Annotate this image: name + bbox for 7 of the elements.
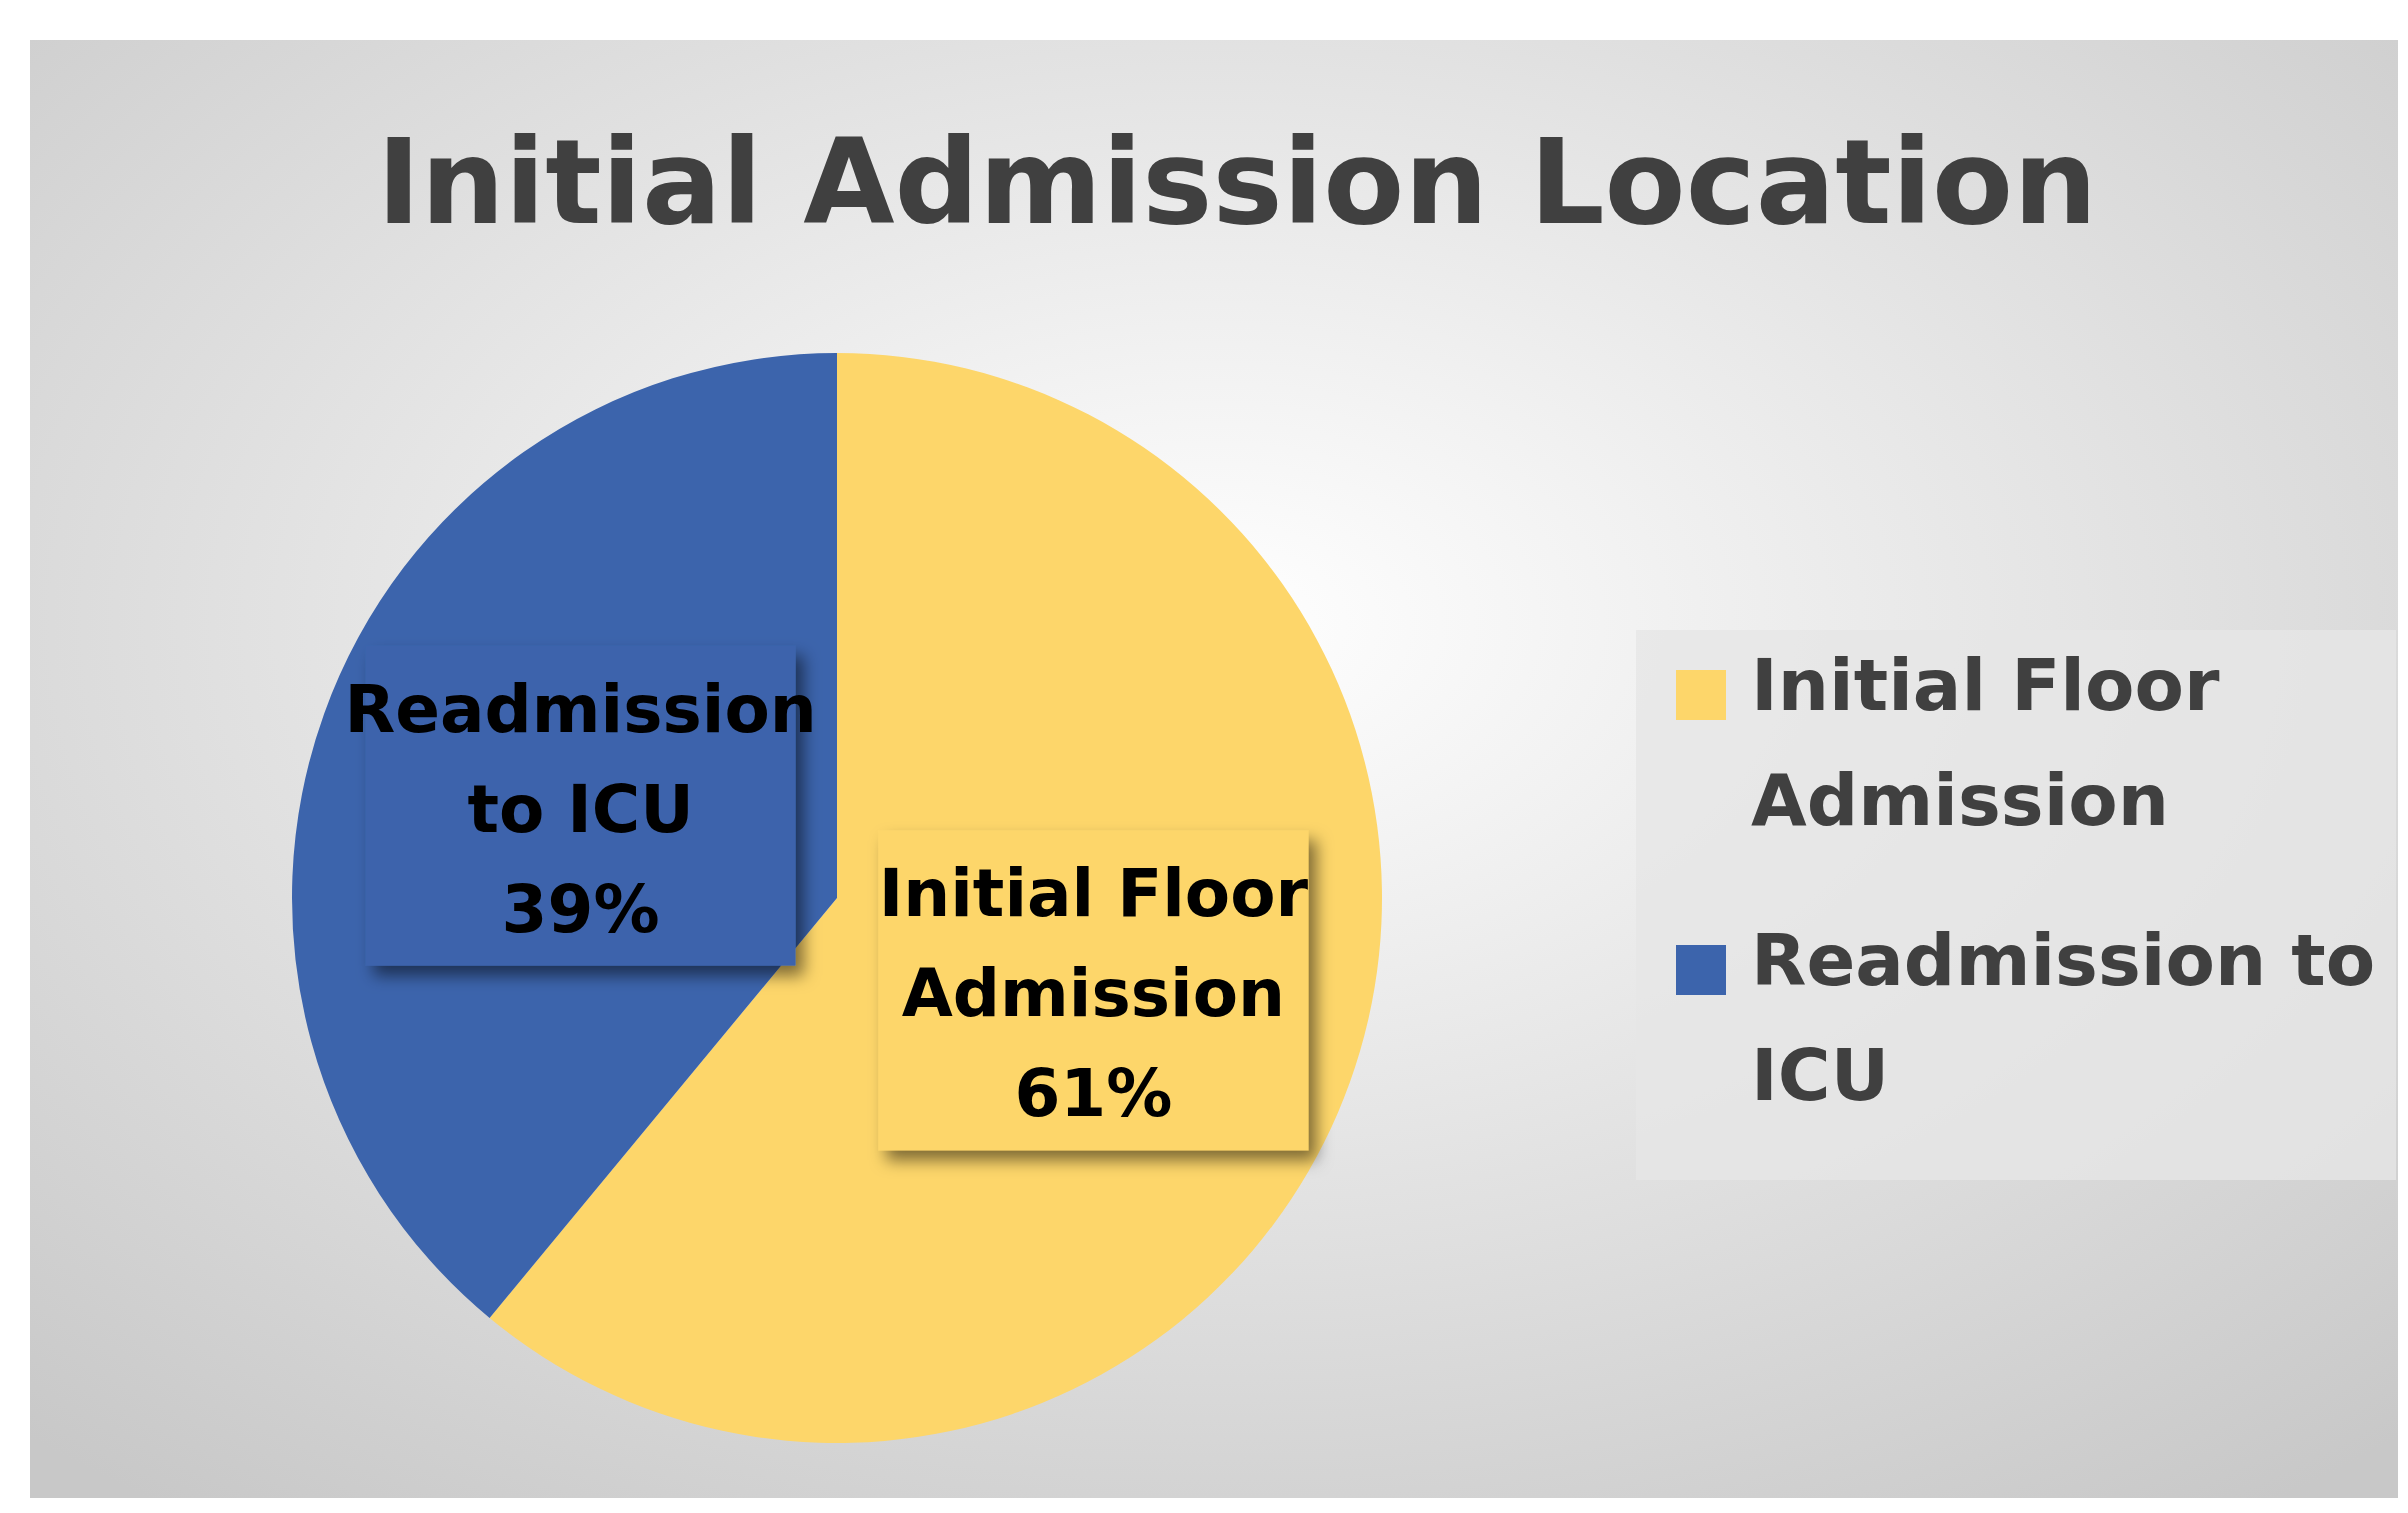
data-label: 61%	[1014, 1055, 1173, 1133]
legend-label: Readmission to ICU	[1751, 918, 2376, 1117]
data-label: 39%	[501, 870, 660, 948]
slice-label: Initial Floor Admission	[878, 855, 1309, 1033]
slice-label: Readmission to ICU	[344, 670, 817, 848]
legend-label: Initial Floor Admission	[1751, 643, 2220, 842]
chart-title: Initial Admission Location	[376, 113, 2098, 251]
